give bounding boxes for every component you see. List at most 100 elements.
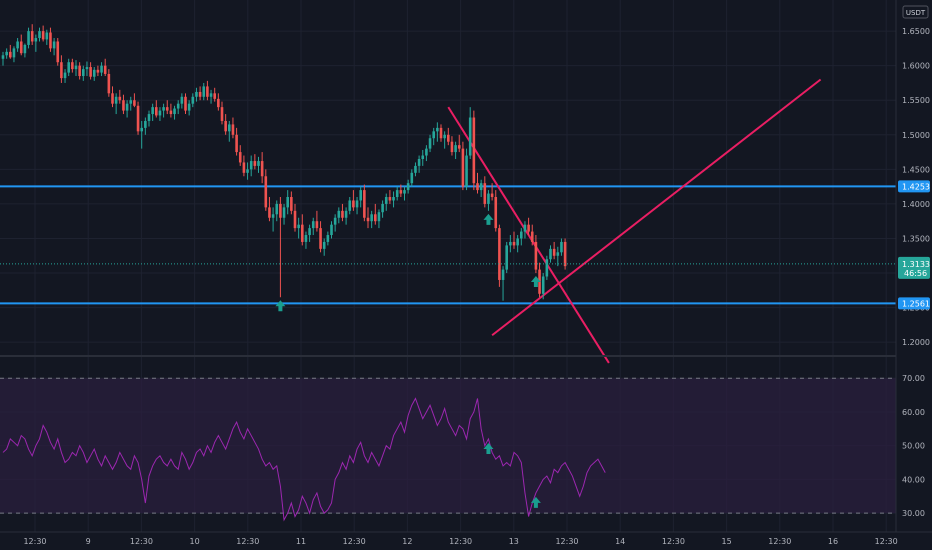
candle-body [410, 172, 414, 184]
candle-body [9, 51, 12, 58]
time-tick-label: 12:30 [130, 537, 153, 546]
candle-body [217, 98, 220, 108]
candle-body [476, 183, 479, 191]
rsi-band-lines [0, 377, 896, 514]
candle-body [275, 203, 279, 215]
rsi-tick-label: 50.00 [902, 442, 925, 451]
candle-body [541, 276, 545, 294]
candle-body [176, 103, 180, 109]
candle-body [206, 86, 209, 97]
candle-body [319, 228, 322, 249]
candle-body [151, 107, 154, 115]
price-low-arrow-icon [275, 300, 286, 312]
rsi-tick-label: 30.00 [902, 509, 925, 518]
price-tick-label: 1.6000 [902, 62, 930, 71]
candle-body [530, 231, 534, 242]
candle-body [494, 197, 498, 229]
candle-body [140, 127, 143, 132]
rsi-tick-label: 60.00 [902, 408, 925, 417]
time-tick-label: 13 [509, 537, 519, 546]
candle-body [147, 114, 151, 121]
candle-body [366, 217, 370, 222]
candle-body [191, 96, 195, 104]
candle-body [417, 158, 421, 166]
candle-body [133, 100, 136, 106]
candle-body [155, 107, 158, 116]
candle-body [450, 141, 454, 153]
candle-body [41, 31, 45, 40]
candle-body [552, 248, 556, 256]
candle-body [436, 127, 439, 132]
candle-body [30, 31, 34, 42]
candle-body [311, 221, 315, 229]
current-price-label: 1.3133 [902, 260, 930, 269]
price-low-arrow-icon [483, 213, 494, 225]
candle-body [472, 117, 476, 184]
candle-body [454, 145, 457, 153]
candle-body [238, 152, 242, 163]
level-price-label: 1.2561 [902, 299, 930, 308]
time-tick-label: 15 [722, 537, 732, 546]
candle-body [136, 105, 140, 132]
horizontal-levels[interactable] [0, 185, 896, 305]
candle-body [264, 176, 268, 208]
candle-body [198, 91, 202, 97]
candle-body [490, 193, 494, 198]
currency-badge[interactable]: USDT [902, 5, 929, 19]
candle-body [487, 193, 490, 204]
time-axis[interactable]: 12:30 9 12:30 10 12:30 11 12:30 12 12:30 13 12:30 1… [23, 537, 897, 546]
candle-body [549, 248, 552, 260]
price-tick-label: 1.2000 [902, 338, 930, 347]
candle-body [348, 200, 352, 211]
candle-body [209, 93, 213, 97]
candle-body [403, 190, 406, 194]
candle-body [129, 100, 133, 104]
candle-body [202, 86, 206, 97]
time-tick-label: 11 [296, 537, 306, 546]
candlestick-series [1, 24, 567, 301]
candle-body [498, 228, 501, 280]
candle-body [381, 203, 384, 213]
candle-body [465, 155, 468, 187]
time-tick-label: 12:30 [768, 537, 791, 546]
candle-body [279, 203, 282, 218]
candle-body [457, 145, 461, 149]
candle-body [213, 93, 216, 99]
time-tick-label: 12 [402, 537, 412, 546]
candle-body [439, 127, 443, 139]
time-tick-label: 12:30 [875, 537, 898, 546]
candle-body [355, 200, 359, 208]
candle-body [483, 183, 487, 204]
candle-body [162, 107, 165, 111]
time-tick-label: 12:30 [23, 537, 46, 546]
candle-body [520, 231, 523, 239]
candle-body [52, 41, 56, 49]
candle-body [173, 108, 176, 115]
candle-body [165, 107, 169, 111]
candle-body [341, 210, 344, 218]
rsi-low-arrow-icon [483, 442, 494, 454]
candle-body [443, 134, 446, 139]
candle-body [330, 224, 333, 236]
candle-body [432, 131, 435, 139]
price-tick-label: 1.3500 [902, 234, 930, 243]
candle-body [67, 62, 70, 73]
candle-body [363, 190, 366, 218]
candle-body [63, 72, 67, 79]
candle-body [122, 100, 125, 111]
candle-body [414, 165, 417, 173]
candle-body [501, 269, 505, 280]
candle-body [428, 138, 432, 149]
candle-body [290, 197, 293, 211]
currency-label: USDT [906, 9, 926, 17]
level-price-badge [898, 180, 930, 193]
candle-body [100, 65, 103, 73]
candle-body [461, 148, 465, 187]
price-tick-label: 1.5500 [902, 96, 930, 105]
candle-body [71, 62, 74, 70]
time-tick-label: 12:30 [555, 537, 578, 546]
rsi-axis[interactable]: 30.00 40.00 50.00 60.00 70.00 [902, 374, 925, 518]
candle-body [301, 224, 304, 242]
